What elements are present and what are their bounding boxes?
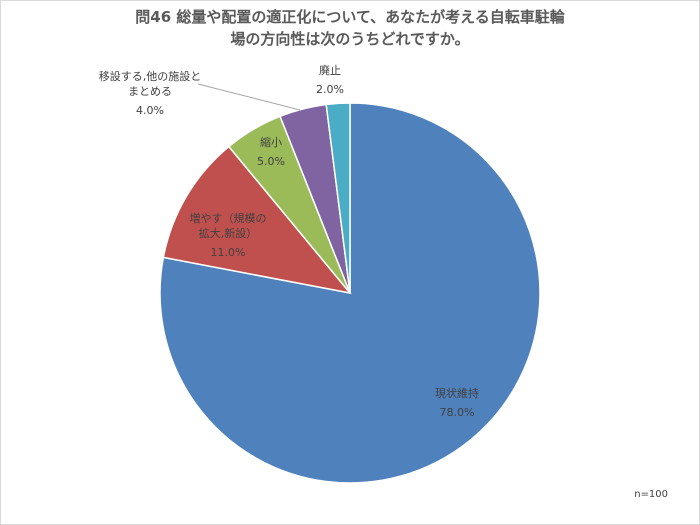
sample-size-note: n=100 bbox=[634, 489, 668, 500]
chart-title: 問46 総量や配置の適正化について、あなたが考える自転車駐輪場の方向性は次のうち… bbox=[135, 8, 565, 48]
pie-slice bbox=[159, 102, 541, 484]
leader-line bbox=[197, 83, 301, 111]
slice-label: 現状維持 bbox=[435, 386, 479, 400]
slice-label: 縮小 bbox=[260, 135, 282, 149]
pie-slice bbox=[162, 145, 352, 295]
slice-value-label: 11.0% bbox=[211, 246, 246, 259]
slice-value-label: 2.0% bbox=[316, 83, 344, 96]
slice-value-label: 5.0% bbox=[257, 155, 285, 168]
slice-label: 廃止 bbox=[319, 63, 341, 77]
slice-value-label: 4.0% bbox=[136, 104, 164, 117]
slice-label: 増やす（規模の拡大,新設） bbox=[190, 211, 267, 240]
slice-label: 移設する,他の施設とまとめる bbox=[99, 69, 202, 98]
pie-slice bbox=[325, 102, 351, 294]
slice-value-label: 78.0% bbox=[440, 406, 475, 419]
